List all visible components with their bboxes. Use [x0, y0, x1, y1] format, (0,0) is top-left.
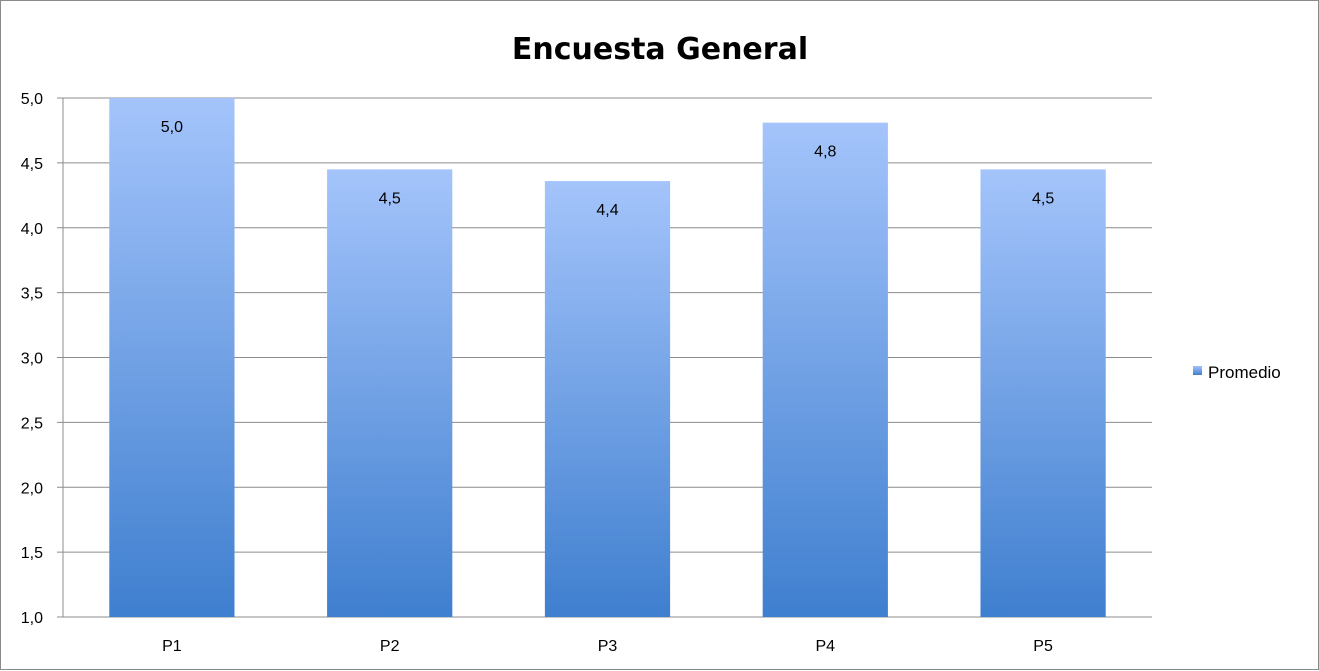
data-label-p1: 5,0	[161, 119, 183, 136]
x-tick-label: P1	[162, 638, 182, 655]
legend-swatch	[1193, 366, 1202, 375]
bar-p1	[109, 98, 235, 617]
data-label-p3: 4,4	[596, 202, 618, 219]
y-tick-label: 5,0	[21, 91, 43, 108]
y-axis-ticks: 1,0 1,5 2,0 2,5 3,0 3,5 4,0 4,5 5,0	[21, 91, 43, 627]
chart-title: Encuesta General	[512, 32, 808, 67]
y-tick-label: 1,5	[21, 545, 43, 562]
legend-label: Promedio	[1208, 363, 1281, 382]
data-label-p2: 4,5	[379, 190, 401, 207]
y-tick-label: 1,0	[21, 610, 43, 627]
x-tick-label: P3	[598, 638, 618, 655]
data-label-p5: 4,5	[1032, 190, 1054, 207]
x-tick-label: P2	[380, 638, 400, 655]
bar-p3	[544, 181, 671, 618]
bar-p2	[327, 169, 453, 618]
bars	[109, 98, 1106, 618]
x-axis-ticks: P1 P2 P3 P4 P5	[162, 638, 1053, 655]
data-labels: 5,0 4,5 4,4 4,8 4,5	[161, 119, 1055, 219]
x-tick-label: P4	[816, 638, 836, 655]
legend: Promedio	[1193, 363, 1281, 382]
y-tick-label: 4,5	[21, 156, 43, 173]
data-label-p4: 4,8	[814, 144, 836, 161]
y-tick-label: 4,0	[21, 221, 43, 238]
bar-p4	[762, 122, 888, 617]
bar-p5	[980, 169, 1106, 618]
y-tick-label: 2,0	[21, 480, 43, 497]
y-tick-label: 3,5	[21, 286, 43, 303]
y-tick-label: 3,0	[21, 351, 43, 368]
y-tick-label: 2,5	[21, 415, 43, 432]
x-tick-label: P5	[1033, 638, 1053, 655]
